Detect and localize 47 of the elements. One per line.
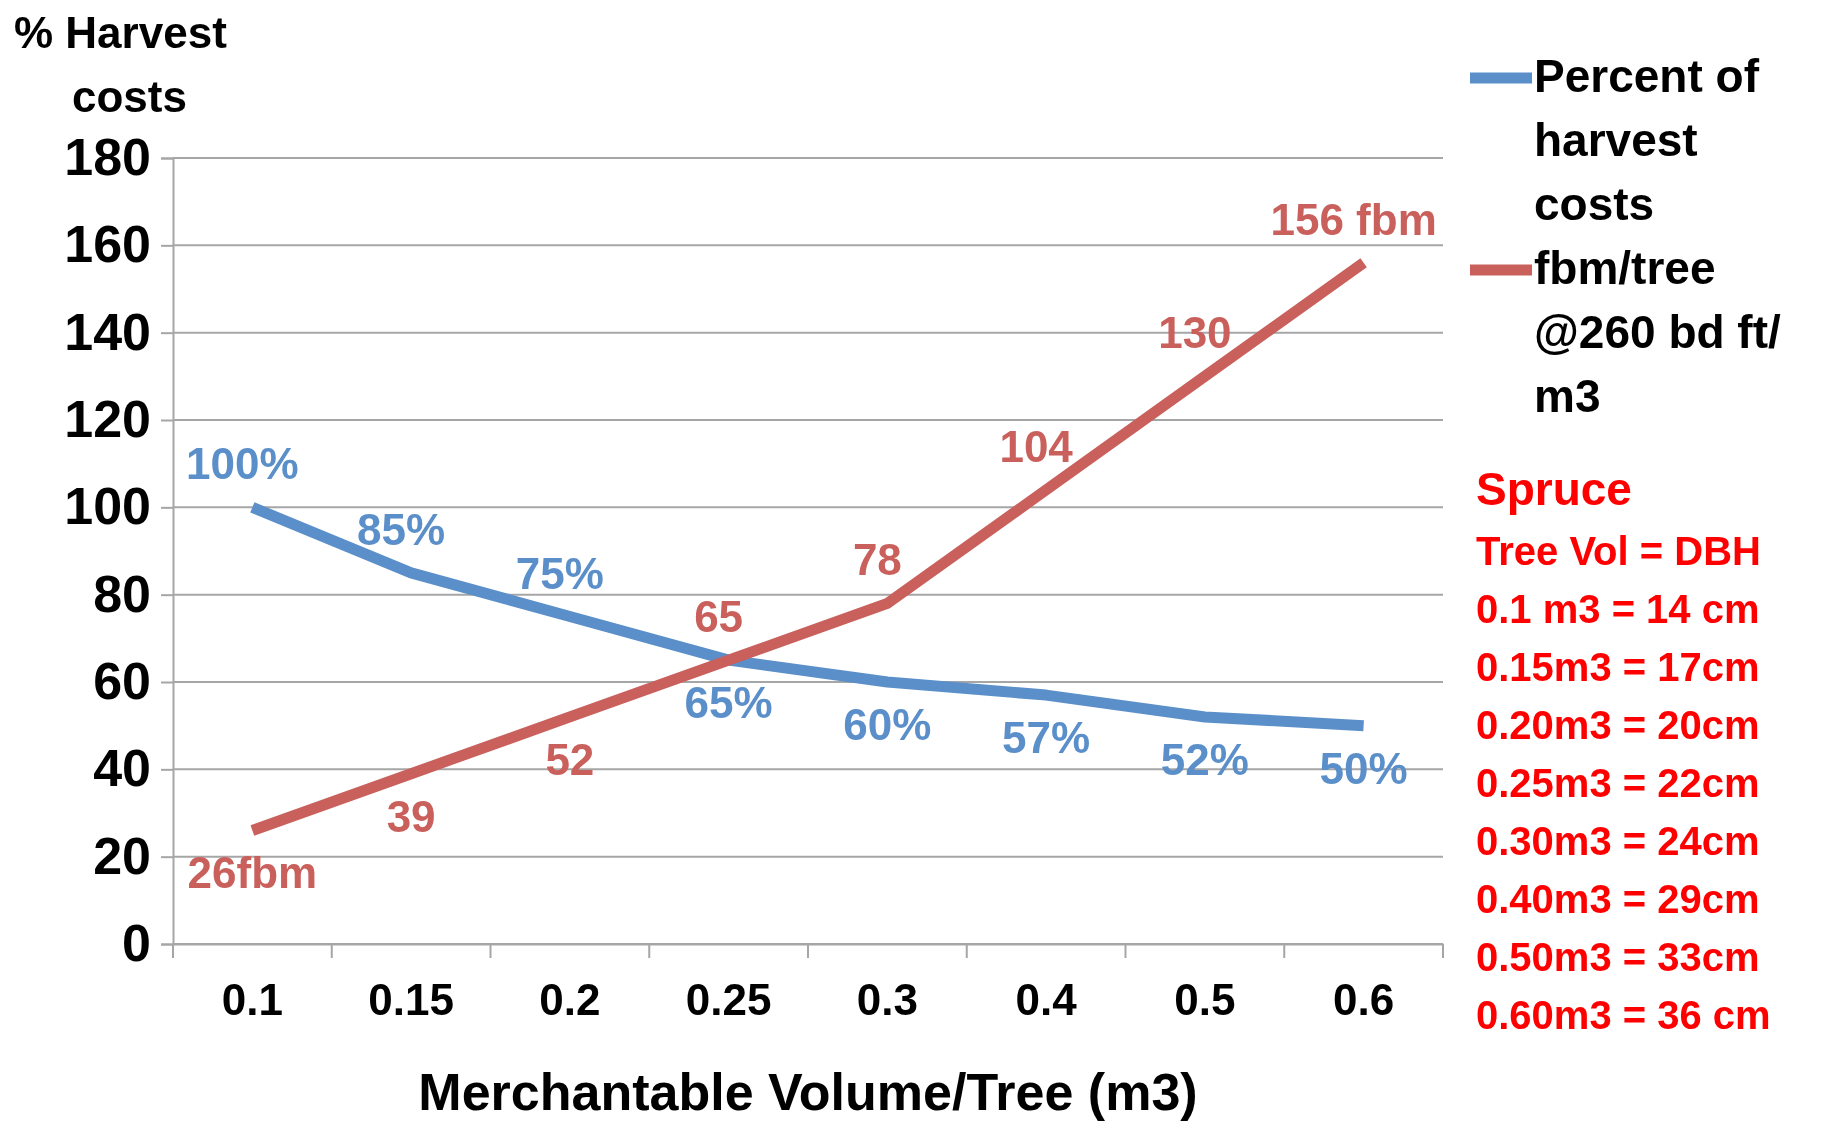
y-tick-label: 160: [64, 215, 151, 274]
x-tick-label: 0.6: [1333, 975, 1395, 1025]
text: 0.60m3 = 36 cm: [1476, 993, 1771, 1037]
text: 0.1 m3 = 14 cm: [1476, 587, 1760, 631]
x-tick-label: 0.25: [685, 975, 772, 1025]
x-tick-label: 0.2: [539, 975, 601, 1025]
y-tick-label: 0: [122, 914, 151, 973]
text: 0.30m3 = 24cm: [1476, 819, 1760, 863]
x-tick-label: 0.4: [1015, 975, 1078, 1025]
y-tick-label: 60: [93, 652, 151, 711]
text: Spruce: [1476, 463, 1632, 515]
data-label: 50%: [1319, 743, 1408, 793]
y-tick-label: 100: [64, 477, 151, 536]
x-tick-label: 0.3: [856, 975, 918, 1025]
data-label: 104: [999, 421, 1074, 471]
data-label: 130: [1158, 308, 1232, 358]
y-tick-label: 20: [93, 826, 151, 885]
x-axis-title: Merchantable Volume/Tree (m3): [418, 1063, 1198, 1121]
data-label: 65: [694, 592, 744, 642]
data-label: 156 fbm: [1270, 194, 1437, 244]
data-label: 57%: [1002, 713, 1091, 763]
data-label: 75%: [515, 548, 604, 598]
text: 0.25m3 = 22cm: [1476, 761, 1760, 805]
text: 0.15m3 = 17cm: [1476, 645, 1760, 689]
data-label: 78: [852, 535, 902, 585]
text: Tree Vol = DBH: [1476, 529, 1761, 573]
data-label: 52%: [1160, 734, 1249, 784]
data-label: 60%: [843, 700, 932, 749]
legend-label: fbm/tree @260 bd ft/ m3: [1534, 242, 1781, 422]
data-label: 85%: [357, 504, 446, 554]
data-label: 100%: [186, 439, 299, 489]
text: 0.50m3 = 33cm: [1476, 935, 1760, 979]
y-tick-label: 180: [64, 128, 151, 187]
data-label: 65%: [684, 678, 773, 728]
text: 0.40m3 = 29cm: [1476, 877, 1760, 921]
data-label: 39: [386, 791, 436, 841]
y-tick-label: 140: [64, 302, 151, 361]
y-tick-label: 120: [64, 390, 151, 449]
x-tick-label: 0.15: [368, 975, 454, 1025]
y-tick-label: 40: [93, 739, 151, 798]
data-label: 52: [545, 734, 595, 784]
text: 0.20m3 = 20cm: [1476, 703, 1760, 747]
x-tick-label: 0.5: [1174, 975, 1236, 1025]
data-label: 26fbm: [187, 848, 318, 898]
y-tick-label: 80: [93, 564, 151, 623]
y-axis-title: % Harvest costs: [14, 8, 228, 121]
x-tick-label: 0.1: [221, 975, 283, 1025]
